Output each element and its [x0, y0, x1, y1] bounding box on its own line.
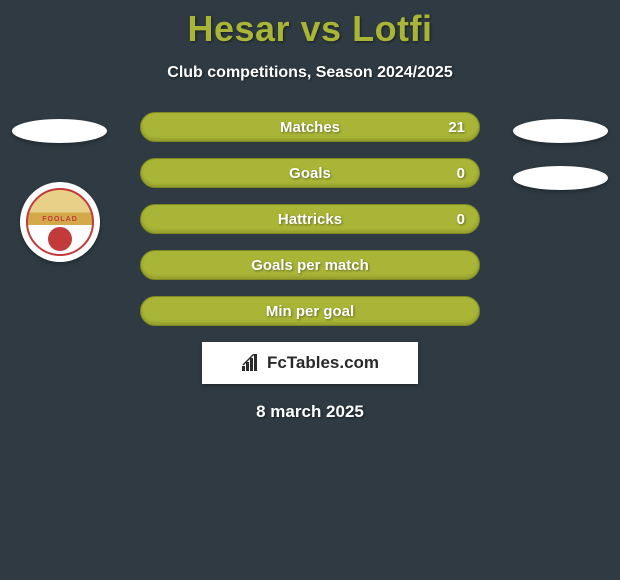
- stat-row-min-per-goal: Min per goal: [140, 296, 480, 326]
- player-right-marker-1: [513, 119, 608, 143]
- team-badge-crest: FOOLAD: [26, 188, 94, 256]
- stat-rows: Matches 21 Goals 0 Hattricks 0 Goals per…: [140, 112, 480, 326]
- stat-value: 0: [457, 165, 465, 182]
- brand-attribution: FcTables.com: [202, 342, 418, 384]
- comparison-chart: FOOLAD Matches 21 Goals 0 Hattricks 0 Go…: [0, 112, 620, 422]
- stat-row-hattricks: Hattricks 0: [140, 204, 480, 234]
- bar-chart-icon: [241, 354, 261, 372]
- stat-label: Min per goal: [266, 303, 354, 320]
- stat-row-goals: Goals 0: [140, 158, 480, 188]
- stat-row-goals-per-match: Goals per match: [140, 250, 480, 280]
- stat-row-matches: Matches 21: [140, 112, 480, 142]
- date-text: 8 march 2025: [0, 402, 620, 422]
- player-left-marker: [12, 119, 107, 143]
- team-badge-ball-icon: [48, 227, 72, 251]
- brand-text: FcTables.com: [267, 353, 379, 373]
- stat-value: 0: [457, 211, 465, 228]
- stat-label: Hattricks: [278, 211, 342, 228]
- stat-label: Matches: [280, 119, 340, 136]
- player-right-marker-2: [513, 166, 608, 190]
- team-badge-text: FOOLAD: [28, 216, 92, 223]
- page-title: Hesar vs Lotfi: [0, 0, 620, 50]
- stat-label: Goals: [289, 165, 331, 182]
- subtitle: Club competitions, Season 2024/2025: [0, 64, 620, 82]
- stat-label: Goals per match: [251, 257, 369, 274]
- stat-value: 21: [448, 119, 465, 136]
- team-badge: FOOLAD: [20, 182, 100, 262]
